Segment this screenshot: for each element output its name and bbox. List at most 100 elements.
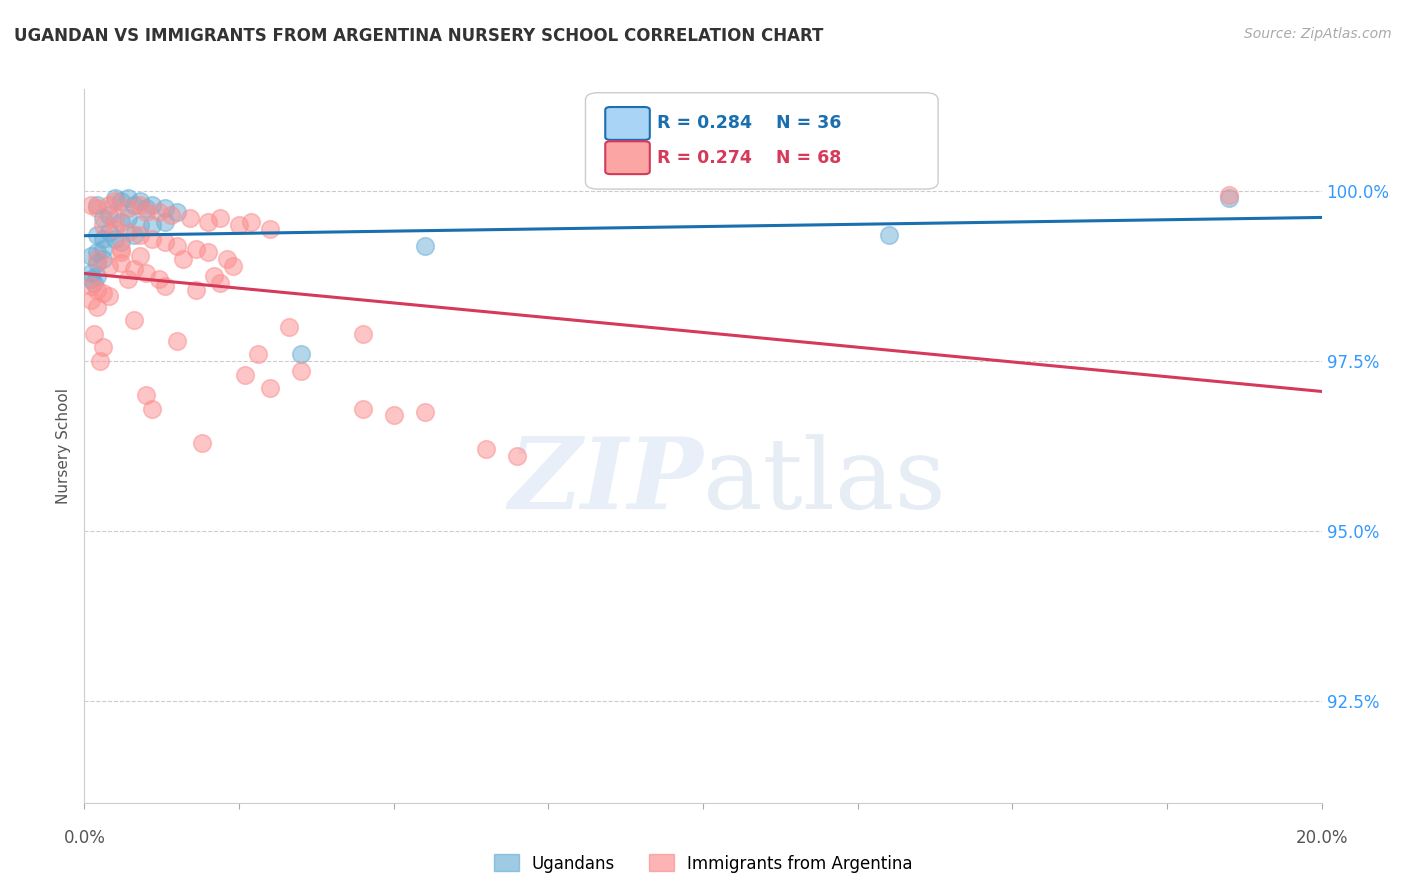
Point xyxy=(290,347,312,361)
Point xyxy=(215,252,238,266)
Point xyxy=(79,249,101,263)
Point xyxy=(122,198,145,212)
Point xyxy=(135,204,157,219)
Point xyxy=(79,272,101,286)
Point xyxy=(259,381,281,395)
Point xyxy=(110,194,132,209)
Point xyxy=(98,198,121,212)
Point xyxy=(228,218,250,232)
Point xyxy=(86,201,108,215)
Point xyxy=(104,211,127,226)
Point xyxy=(184,242,207,256)
Point xyxy=(877,228,900,243)
Point xyxy=(153,235,176,249)
Point xyxy=(153,279,176,293)
Point xyxy=(141,232,163,246)
Point xyxy=(104,194,127,209)
Point xyxy=(117,211,139,226)
Point xyxy=(352,326,374,341)
Point xyxy=(110,235,132,249)
Point xyxy=(166,238,188,252)
Point xyxy=(104,232,127,246)
Point xyxy=(1218,187,1240,202)
Point xyxy=(91,341,114,355)
Point xyxy=(83,326,105,341)
Point xyxy=(233,368,256,382)
Point xyxy=(129,198,152,212)
Point xyxy=(104,221,127,235)
Point xyxy=(413,405,436,419)
Point xyxy=(141,218,163,232)
Text: R = 0.284    N = 36: R = 0.284 N = 36 xyxy=(657,114,842,132)
Point xyxy=(352,401,374,416)
Point xyxy=(166,334,188,348)
Point xyxy=(122,313,145,327)
Point xyxy=(98,208,121,222)
Point xyxy=(91,232,114,246)
Point xyxy=(135,388,157,402)
Point xyxy=(86,300,108,314)
Point xyxy=(91,252,114,266)
Point xyxy=(86,255,108,269)
Point xyxy=(209,276,232,290)
FancyBboxPatch shape xyxy=(605,107,650,140)
Point xyxy=(184,283,207,297)
Point xyxy=(160,208,183,222)
Point xyxy=(129,249,152,263)
Point xyxy=(209,211,232,226)
Text: 0.0%: 0.0% xyxy=(63,829,105,847)
Point xyxy=(141,401,163,416)
Point xyxy=(79,266,101,280)
Point xyxy=(110,215,132,229)
Point xyxy=(135,266,157,280)
Point xyxy=(117,201,139,215)
Point xyxy=(122,228,145,243)
Point xyxy=(259,221,281,235)
Point xyxy=(117,272,139,286)
Point xyxy=(86,228,108,243)
Point xyxy=(91,242,114,256)
Point xyxy=(148,204,170,219)
Text: ZIP: ZIP xyxy=(508,434,703,530)
Point xyxy=(98,289,121,303)
Y-axis label: Nursery School: Nursery School xyxy=(56,388,72,504)
Point xyxy=(110,245,132,260)
Point xyxy=(91,218,114,232)
Point xyxy=(135,201,157,215)
Point xyxy=(1218,191,1240,205)
Point xyxy=(141,198,163,212)
Point xyxy=(129,218,152,232)
Point xyxy=(86,245,108,260)
Point xyxy=(202,269,225,284)
Point xyxy=(117,225,139,239)
Point xyxy=(172,252,194,266)
Point xyxy=(179,211,201,226)
Point xyxy=(191,435,214,450)
Point xyxy=(86,198,108,212)
FancyBboxPatch shape xyxy=(605,141,650,174)
Point xyxy=(91,286,114,301)
Point xyxy=(240,215,263,229)
Point xyxy=(117,191,139,205)
Point xyxy=(98,225,121,239)
Text: R = 0.274    N = 68: R = 0.274 N = 68 xyxy=(657,149,842,167)
Point xyxy=(79,198,101,212)
Point xyxy=(104,191,127,205)
Point xyxy=(129,194,152,209)
Point xyxy=(122,262,145,277)
Point xyxy=(98,259,121,273)
Point xyxy=(86,283,108,297)
Point xyxy=(382,409,405,423)
Point xyxy=(153,201,176,215)
Point xyxy=(110,242,132,256)
Point xyxy=(110,255,132,269)
Point xyxy=(79,279,101,293)
Point xyxy=(506,449,529,463)
Point xyxy=(475,442,498,457)
Point xyxy=(166,204,188,219)
Point xyxy=(413,238,436,252)
Text: 20.0%: 20.0% xyxy=(1295,829,1348,847)
Text: atlas: atlas xyxy=(703,434,946,530)
Point xyxy=(91,211,114,226)
Point xyxy=(86,269,108,284)
